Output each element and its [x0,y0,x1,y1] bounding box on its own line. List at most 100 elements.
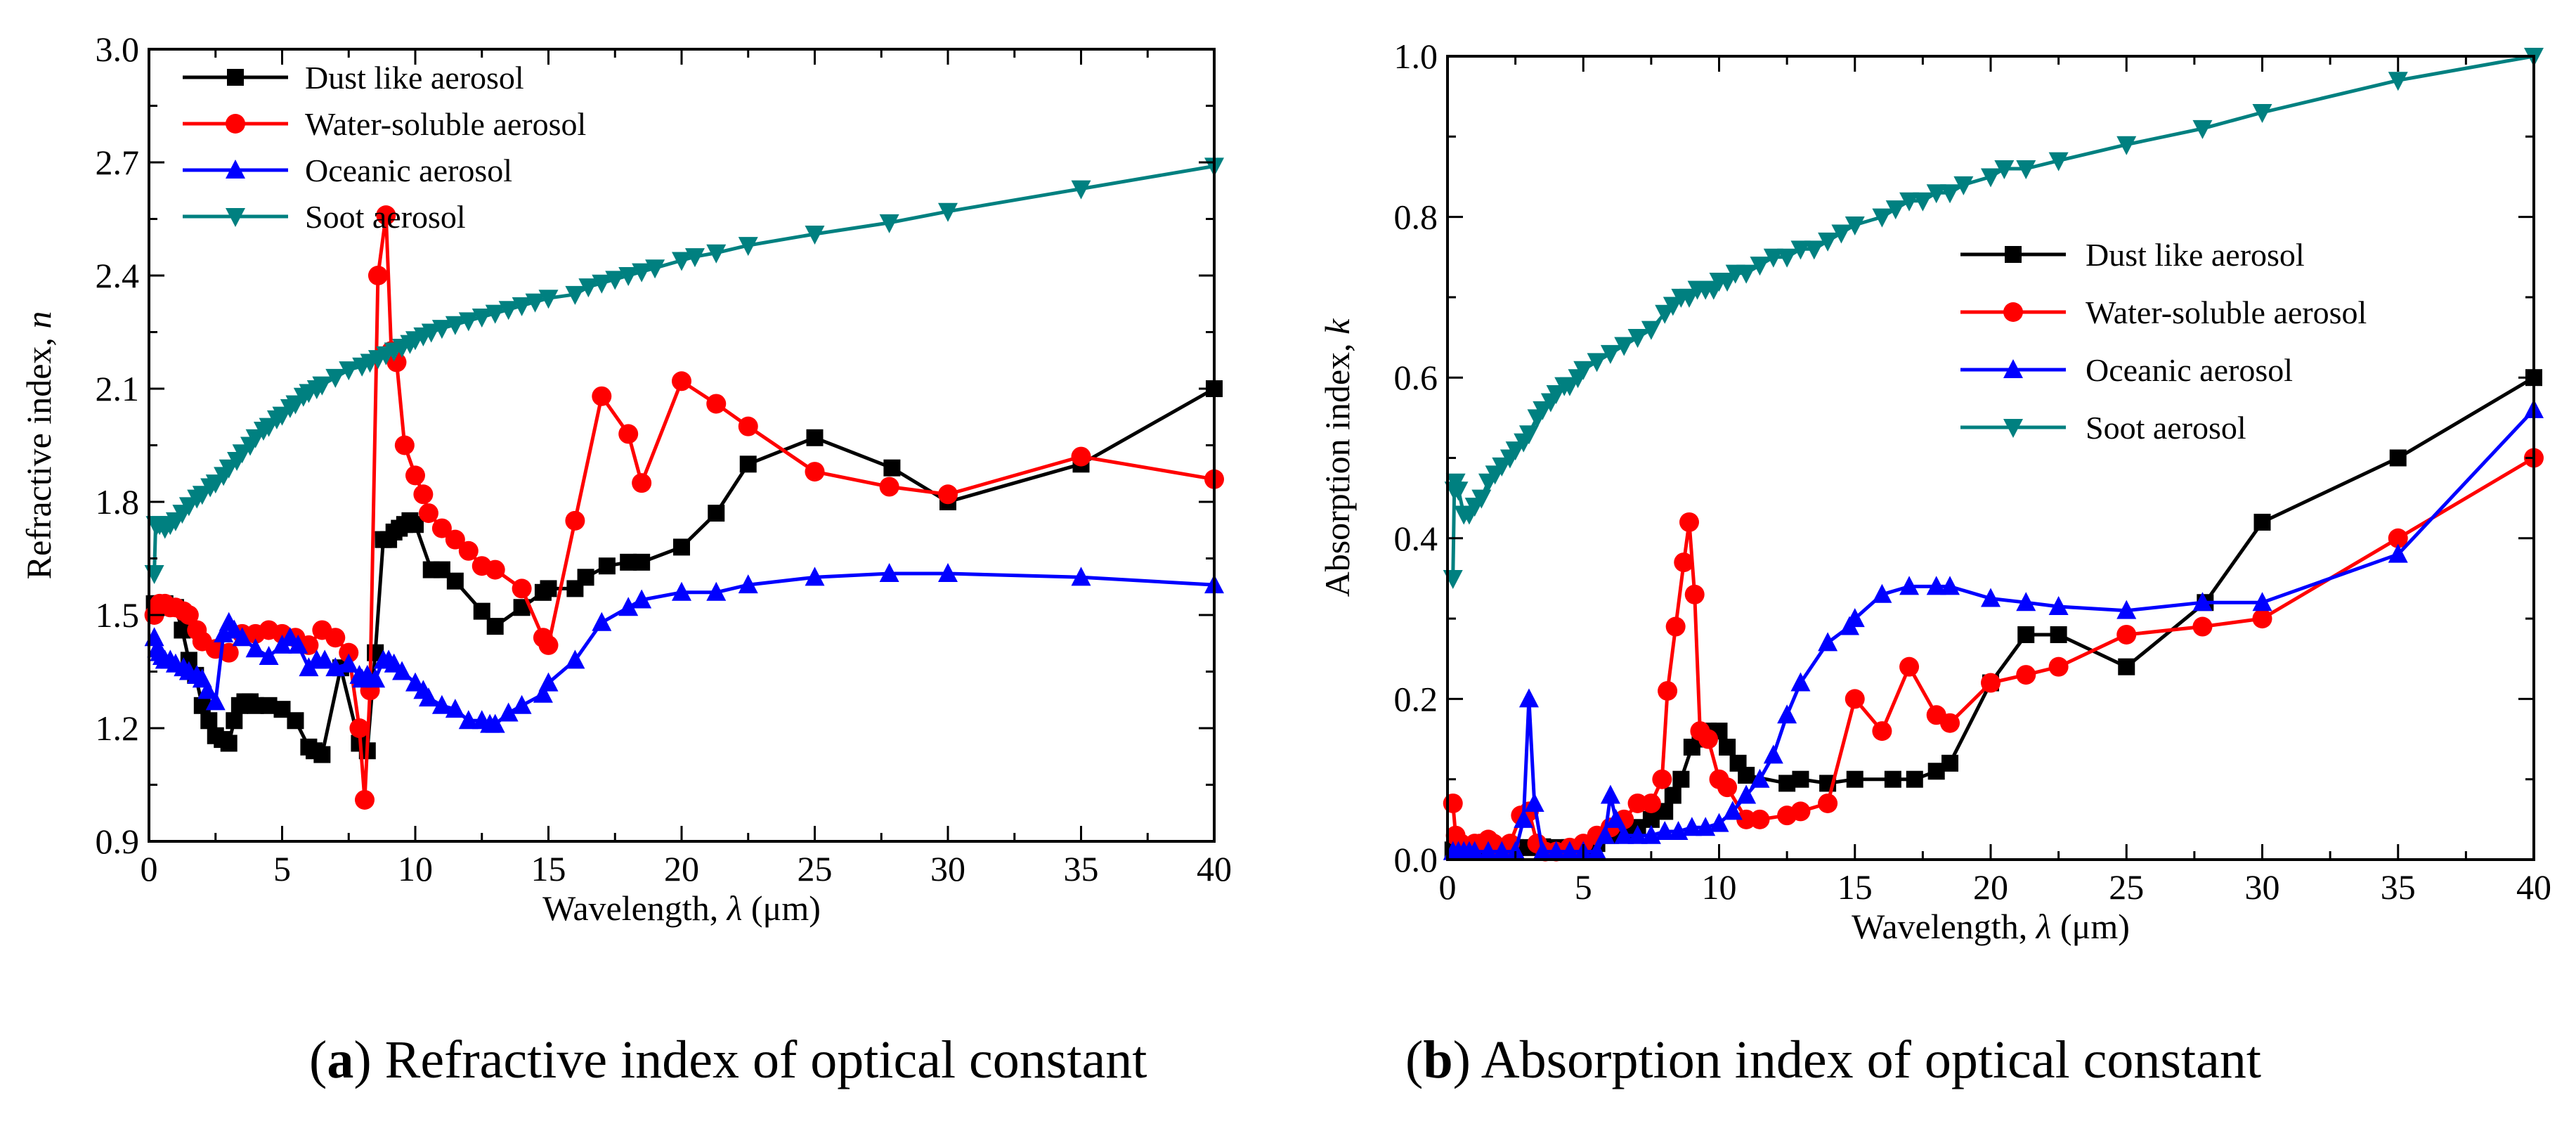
data-point-soot-aerosol [1546,385,1566,405]
data-point-oceanic-aerosol [458,710,479,730]
x-axis-title: Wavelength, λ (μm) [542,888,821,928]
data-point-oceanic-aerosol [1071,567,1091,586]
data-point-water-soluble-aerosol [413,484,434,505]
x-tick-label: 40 [2516,867,2551,907]
data-point-water-soluble-aerosol [325,628,346,648]
legend-marker-soot-aerosol [226,208,245,227]
data-point-dust-like-aerosol [2253,513,2271,531]
data-point-oceanic-aerosol [485,713,505,733]
data-point-soot-aerosol [1831,224,1852,244]
legend-label-soot-aerosol: Soot aerosol [305,199,466,235]
data-point-soot-aerosol [645,259,665,279]
data-point-oceanic-aerosol [1709,813,1729,832]
data-point-oceanic-aerosol [706,581,727,601]
data-point-water-soluble-aerosol [1627,793,1648,813]
x-tick-label: 15 [1837,867,1873,907]
data-point-soot-aerosol [1885,200,1906,220]
data-point-water-soluble-aerosol [418,503,438,524]
data-point-water-soluble-aerosol [376,205,396,226]
data-point-oceanic-aerosol [1722,801,1743,820]
legend-marker-dust-like-aerosol [2005,246,2022,263]
data-point-oceanic-aerosol [1524,792,1544,812]
data-point-soot-aerosol [592,274,612,294]
y-tick-label: 1.8 [96,482,140,522]
data-point-water-soluble-aerosol [405,465,425,486]
data-point-soot-aerosol [498,301,519,321]
data-point-water-soluble-aerosol [738,416,758,436]
series-line-dust-like-aerosol [1452,376,2535,852]
data-point-oceanic-aerosol [2192,592,2213,611]
data-point-dust-like-aerosol [226,712,243,730]
data-point-soot-aerosol [525,293,545,313]
data-point-water-soluble-aerosol [367,266,388,285]
data-point-water-soluble-aerosol [565,510,585,531]
data-point-water-soluble-aerosol [485,559,505,580]
data-point-soot-aerosol [1777,248,1797,268]
data-point-water-soluble-aerosol [1845,689,1865,709]
data-point-oceanic-aerosol [2388,543,2408,563]
data-point-oceanic-aerosol [632,589,652,609]
data-point-soot-aerosol [618,267,639,286]
data-point-oceanic-aerosol [738,574,758,594]
legend-label-dust-like-aerosol: Dust like aerosol [305,60,524,96]
legend-label-oceanic-aerosol: Oceanic aerosol [305,153,512,188]
data-point-dust-like-aerosol [287,712,304,730]
data-point-oceanic-aerosol [1546,841,1566,860]
data-point-oceanic-aerosol [1736,784,1757,804]
data-point-water-soluble-aerosol [2192,616,2213,637]
data-point-soot-aerosol [1790,240,1811,260]
data-point-oceanic-aerosol [1750,768,1770,788]
data-point-soot-aerosol [1587,353,1607,373]
x-axis-title-unit: (μm) [2051,907,2130,946]
x-tick-label: 40 [1197,849,1232,888]
data-point-soot-aerosol [458,312,479,332]
data-point-water-soluble-aerosol [879,477,899,497]
data-point-dust-like-aerosol [577,569,594,586]
data-point-oceanic-aerosol [288,634,308,654]
data-point-water-soluble-aerosol [1940,713,1960,733]
data-point-water-soluble-aerosol [1665,616,1686,637]
x-axis-title-text: Wavelength, [1852,907,2036,946]
x-tick-label: 20 [1973,867,2008,907]
caption-b-text: Absorption index of optical constant [1481,1030,2261,1089]
legend-marker-dust-like-aerosol [227,69,244,86]
data-point-oceanic-aerosol [538,672,559,692]
data-point-oceanic-aerosol [365,668,386,688]
data-point-water-soluble-aerosol [538,635,559,655]
data-point-oceanic-aerosol [339,653,359,673]
data-point-oceanic-aerosol [205,691,226,711]
data-point-oceanic-aerosol [315,649,335,669]
x-tick-label: 35 [1064,849,1099,888]
data-point-water-soluble-aerosol [1652,769,1672,789]
data-point-soot-aerosol [1627,329,1648,349]
data-point-oceanic-aerosol [1606,808,1626,828]
data-point-water-soluble-aerosol [1658,680,1678,701]
data-point-oceanic-aerosol [1981,588,2001,607]
data-point-oceanic-aerosol [1627,824,1648,844]
data-point-dust-like-aerosol [1672,770,1690,788]
data-point-soot-aerosol [1804,240,1824,260]
y-tick-label: 2.1 [96,369,140,408]
data-point-soot-aerosol [578,278,599,298]
data-point-soot-aerosol [605,271,625,290]
data-point-water-soluble-aerosol [1443,793,1463,813]
data-point-oceanic-aerosol [1763,744,1783,764]
data-point-oceanic-aerosol [259,646,279,666]
data-point-oceanic-aerosol [1559,841,1580,860]
x-axis-title-unit: (μm) [742,888,821,928]
data-point-dust-like-aerosol [673,538,690,556]
legend-label-soot-aerosol: Soot aerosol [2086,410,2246,446]
data-point-water-soluble-aerosol [431,518,452,538]
data-point-water-soluble-aerosol [1684,584,1705,604]
series-line-water-soluble-aerosol [1451,456,2535,854]
data-point-dust-like-aerosol [193,697,211,714]
y-tick-label: 0.8 [1394,198,1438,237]
data-point-soot-aerosol [684,248,705,268]
data-point-oceanic-aerosol [1514,808,1534,828]
data-point-water-soluble-aerosol [1981,673,2001,693]
chart-b-absorption-index: 0 5 10 15 20 25 30 35 40 0.0 0.2 0.4 0.6 0.8 1.0 Wavele… [1318,37,2551,946]
x-tick-label: 25 [798,849,833,888]
series-line-water-soluble-aerosol [152,213,1215,802]
data-point-soot-aerosol [1663,297,1683,316]
y-axis-title-symbol: k [1318,318,1357,335]
